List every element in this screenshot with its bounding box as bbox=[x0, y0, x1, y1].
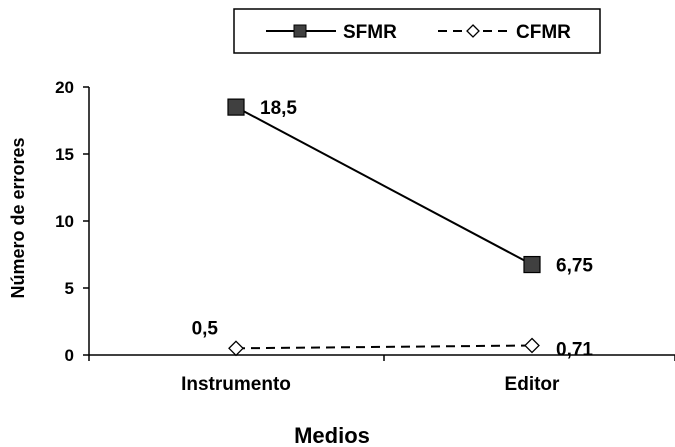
legend: SFMR CFMR bbox=[233, 8, 601, 54]
legend-item-cfmr: CFMR bbox=[438, 22, 571, 43]
y-tick-label: 10 bbox=[55, 212, 74, 231]
legend-marker-cfmr bbox=[466, 24, 480, 38]
legend-marker-sfmr bbox=[293, 24, 307, 38]
legend-label-sfmr: SFMR bbox=[343, 22, 397, 43]
legend-label-cfmr: CFMR bbox=[516, 22, 571, 43]
data-label-cfmr: 0,71 bbox=[556, 339, 593, 360]
y-tick-label: 0 bbox=[65, 346, 74, 365]
data-point-sfmr bbox=[227, 98, 245, 116]
data-point-cfmr bbox=[228, 340, 244, 357]
legend-item-sfmr: SFMR bbox=[266, 22, 397, 43]
x-tick-label: Instrumento bbox=[181, 374, 291, 395]
series-layer: 18,5 6,75 0,5 0,71 bbox=[192, 98, 594, 360]
x-axis-title: Medios bbox=[294, 423, 370, 447]
series-line-cfmr bbox=[235, 344, 533, 350]
series-line-sfmr bbox=[235, 106, 533, 266]
y-tick-label: 20 bbox=[55, 78, 74, 97]
data-label-sfmr: 18,5 bbox=[260, 98, 297, 119]
data-point-sfmr bbox=[523, 255, 541, 274]
data-label-cfmr: 0,5 bbox=[192, 318, 219, 339]
data-point-cfmr bbox=[524, 337, 540, 354]
x-ticks: Instrumento Editor bbox=[88, 355, 675, 395]
y-axis-title: Número de errores bbox=[8, 137, 28, 298]
data-label-sfmr: 6,75 bbox=[556, 256, 593, 277]
x-tick-label: Editor bbox=[505, 374, 560, 395]
y-tick-label: 15 bbox=[55, 145, 74, 164]
y-ticks: 0 5 10 15 20 bbox=[55, 78, 89, 365]
y-tick-label: 5 bbox=[65, 279, 74, 298]
